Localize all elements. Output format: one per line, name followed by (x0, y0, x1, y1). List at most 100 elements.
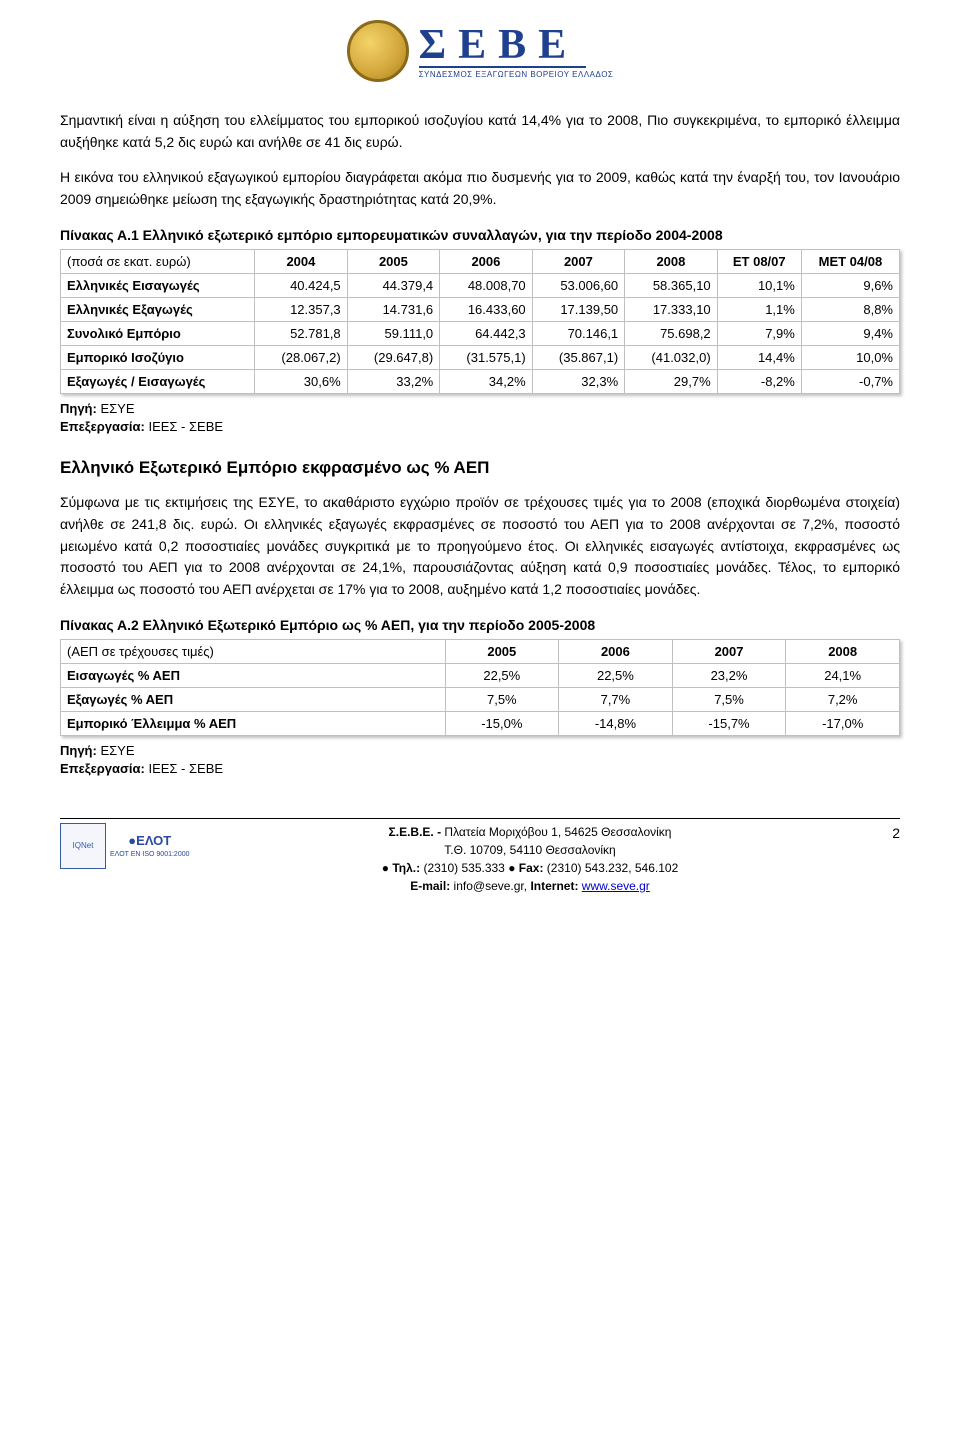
table-cell: -17,0% (786, 712, 899, 735)
footer-separator (60, 818, 900, 819)
source-value-3: ΕΣΥΕ (97, 743, 135, 758)
paragraph-intro-1: Σημαντική είναι η αύξηση του ελλείμματος… (60, 110, 900, 153)
table-cell: 14,4% (718, 346, 801, 369)
paragraph-intro-2: Η εικόνα του ελληνικού εξαγωγικού εμπορί… (60, 167, 900, 210)
table-row: Εμπορικό Ισοζύγιο(28.067,2)(29.647,8)(31… (61, 346, 899, 369)
table-cell: 58.365,10 (625, 274, 717, 297)
table-cell: 33,2% (348, 370, 440, 393)
table-cell: 24,1% (786, 664, 899, 687)
table-cell: 9,4% (802, 322, 899, 345)
table-cell: 16.433,60 (440, 298, 532, 321)
table-1-col-header: 2006 (440, 250, 532, 273)
table-cell: 17.139,50 (533, 298, 625, 321)
source-value-1: ΕΣΥΕ (97, 401, 135, 416)
page-footer: IQNet ●ΕΛΟΤ ΕΛΟΤ EN ISO 9001:2000 Σ.Ε.Β.… (60, 823, 900, 895)
table-2: (ΑΕΠ σε τρέχουσες τιμές) 200520062007200… (60, 639, 900, 736)
table-row: Εξαγωγές / Εισαγωγές30,6%33,2%34,2%32,3%… (61, 370, 899, 393)
table-1-source: Πηγή: ΕΣΥΕ Επεξεργασία: ΙΕΕΣ - ΣΕΒΕ (60, 400, 900, 436)
table-row: Εμπορικό Έλλειμμα % ΑΕΠ-15,0%-14,8%-15,7… (61, 712, 899, 735)
table-cell: 7,7% (559, 688, 672, 711)
source-value-2: ΙΕΕΣ - ΣΕΒΕ (145, 419, 223, 434)
footer-certifications: IQNet ●ΕΛΟΤ ΕΛΟΤ EN ISO 9001:2000 (60, 823, 200, 869)
table-cell: 23,2% (673, 664, 786, 687)
table-cell: 70.146,1 (533, 322, 625, 345)
table-2-title: Πίνακας Α.2 Ελληνικό Εξωτερικό Εμπόριο ω… (60, 617, 900, 633)
table-row: Ελληνικές Εισαγωγές40.424,544.379,448.00… (61, 274, 899, 297)
logo-title: ΣΕΒΕ (419, 24, 587, 68)
table-1-col-header: 2005 (348, 250, 440, 273)
logo-subtitle: ΣΥΝΔΕΣΜΟΣ ΕΞΑΓΩΓΕΩΝ ΒΟΡΕΙΟΥ ΕΛΛΑΔΟΣ (419, 70, 614, 79)
table-1-col-header: ΜΕΤ 04/08 (802, 250, 899, 273)
table-cell: 1,1% (718, 298, 801, 321)
table-cell: 8,8% (802, 298, 899, 321)
table-1-title: Πίνακας Α.1 Ελληνικό εξωτερικό εμπόριο ε… (60, 227, 900, 243)
table-2-source: Πηγή: ΕΣΥΕ Επεξεργασία: ΙΕΕΣ - ΣΕΒΕ (60, 742, 900, 778)
elot-badge-icon: ●ΕΛΟΤ ΕΛΟΤ EN ISO 9001:2000 (110, 831, 190, 861)
table-2-row-header: (ΑΕΠ σε τρέχουσες τιμές) (61, 640, 445, 663)
table-cell: 22,5% (559, 664, 672, 687)
table-1-col-header: 2004 (255, 250, 347, 273)
iqnet-badge-icon: IQNet (60, 823, 106, 869)
table-row: Εξαγωγές % ΑΕΠ7,5%7,7%7,5%7,2% (61, 688, 899, 711)
source-label-3: Πηγή: (60, 743, 97, 758)
table-cell: 10,1% (718, 274, 801, 297)
source-label-1: Πηγή: (60, 401, 97, 416)
table-cell: 34,2% (440, 370, 532, 393)
table-cell: 53.006,60 (533, 274, 625, 297)
table-cell: 40.424,5 (255, 274, 347, 297)
table-cell: 9,6% (802, 274, 899, 297)
table-cell: -14,8% (559, 712, 672, 735)
table-cell: -0,7% (802, 370, 899, 393)
table-1-row-header: (ποσά σε εκατ. ευρώ) (61, 250, 254, 273)
table-cell: 32,3% (533, 370, 625, 393)
source-label-2: Επεξεργασία: (60, 419, 145, 434)
table-cell: 7,9% (718, 322, 801, 345)
table-1-col-header: 2008 (625, 250, 717, 273)
table-cell: 14.731,6 (348, 298, 440, 321)
table-cell: 10,0% (802, 346, 899, 369)
table-row-label: Εμπορικό Ισοζύγιο (61, 346, 254, 369)
table-cell: 30,6% (255, 370, 347, 393)
table-cell: 29,7% (625, 370, 717, 393)
table-row-label: Εξαγωγές % ΑΕΠ (61, 688, 445, 711)
footer-website-link[interactable]: www.seve.gr (582, 879, 650, 893)
table-cell: (41.032,0) (625, 346, 717, 369)
table-2-col-header: 2008 (786, 640, 899, 663)
table-2-col-header: 2007 (673, 640, 786, 663)
table-row: Ελληνικές Εξαγωγές12.357,314.731,616.433… (61, 298, 899, 321)
table-cell: 7,5% (673, 688, 786, 711)
table-cell: (31.575,1) (440, 346, 532, 369)
table-row: Συνολικό Εμπόριο52.781,859.111,064.442,3… (61, 322, 899, 345)
table-cell: 52.781,8 (255, 322, 347, 345)
table-row-label: Εξαγωγές / Εισαγωγές (61, 370, 254, 393)
table-cell: 44.379,4 (348, 274, 440, 297)
table-cell: 64.442,3 (440, 322, 532, 345)
table-2-col-header: 2006 (559, 640, 672, 663)
table-cell: 75.698,2 (625, 322, 717, 345)
source-value-4: ΙΕΕΣ - ΣΕΒΕ (145, 761, 223, 776)
table-cell: 7,5% (446, 688, 559, 711)
table-cell: 48.008,70 (440, 274, 532, 297)
table-1-col-header: 2007 (533, 250, 625, 273)
footer-contact: Σ.Ε.Β.Ε. - Πλατεία Μοριχόβου 1, 54625 Θε… (200, 823, 860, 895)
table-cell: -15,7% (673, 712, 786, 735)
section-heading-aep: Ελληνικό Εξωτερικό Εμπόριο εκφρασμένο ως… (60, 458, 900, 478)
table-cell: 17.333,10 (625, 298, 717, 321)
table-row-label: Ελληνικές Εξαγωγές (61, 298, 254, 321)
table-row-label: Ελληνικές Εισαγωγές (61, 274, 254, 297)
table-cell: (35.867,1) (533, 346, 625, 369)
table-cell: -8,2% (718, 370, 801, 393)
table-row-label: Εμπορικό Έλλειμμα % ΑΕΠ (61, 712, 445, 735)
table-1: (ποσά σε εκατ. ευρώ) 2004200520062007200… (60, 249, 900, 394)
table-row-label: Εισαγωγές % ΑΕΠ (61, 664, 445, 687)
table-cell: (28.067,2) (255, 346, 347, 369)
table-cell: 59.111,0 (348, 322, 440, 345)
table-row-label: Συνολικό Εμπόριο (61, 322, 254, 345)
logo-medallion-icon (347, 20, 409, 82)
source-label-4: Επεξεργασία: (60, 761, 145, 776)
paragraph-aep: Σύμφωνα με τις εκτιμήσεις της ΕΣΥΕ, το α… (60, 492, 900, 600)
table-row: Εισαγωγές % ΑΕΠ22,5%22,5%23,2%24,1% (61, 664, 899, 687)
table-cell: 12.357,3 (255, 298, 347, 321)
table-cell: 7,2% (786, 688, 899, 711)
table-cell: -15,0% (446, 712, 559, 735)
